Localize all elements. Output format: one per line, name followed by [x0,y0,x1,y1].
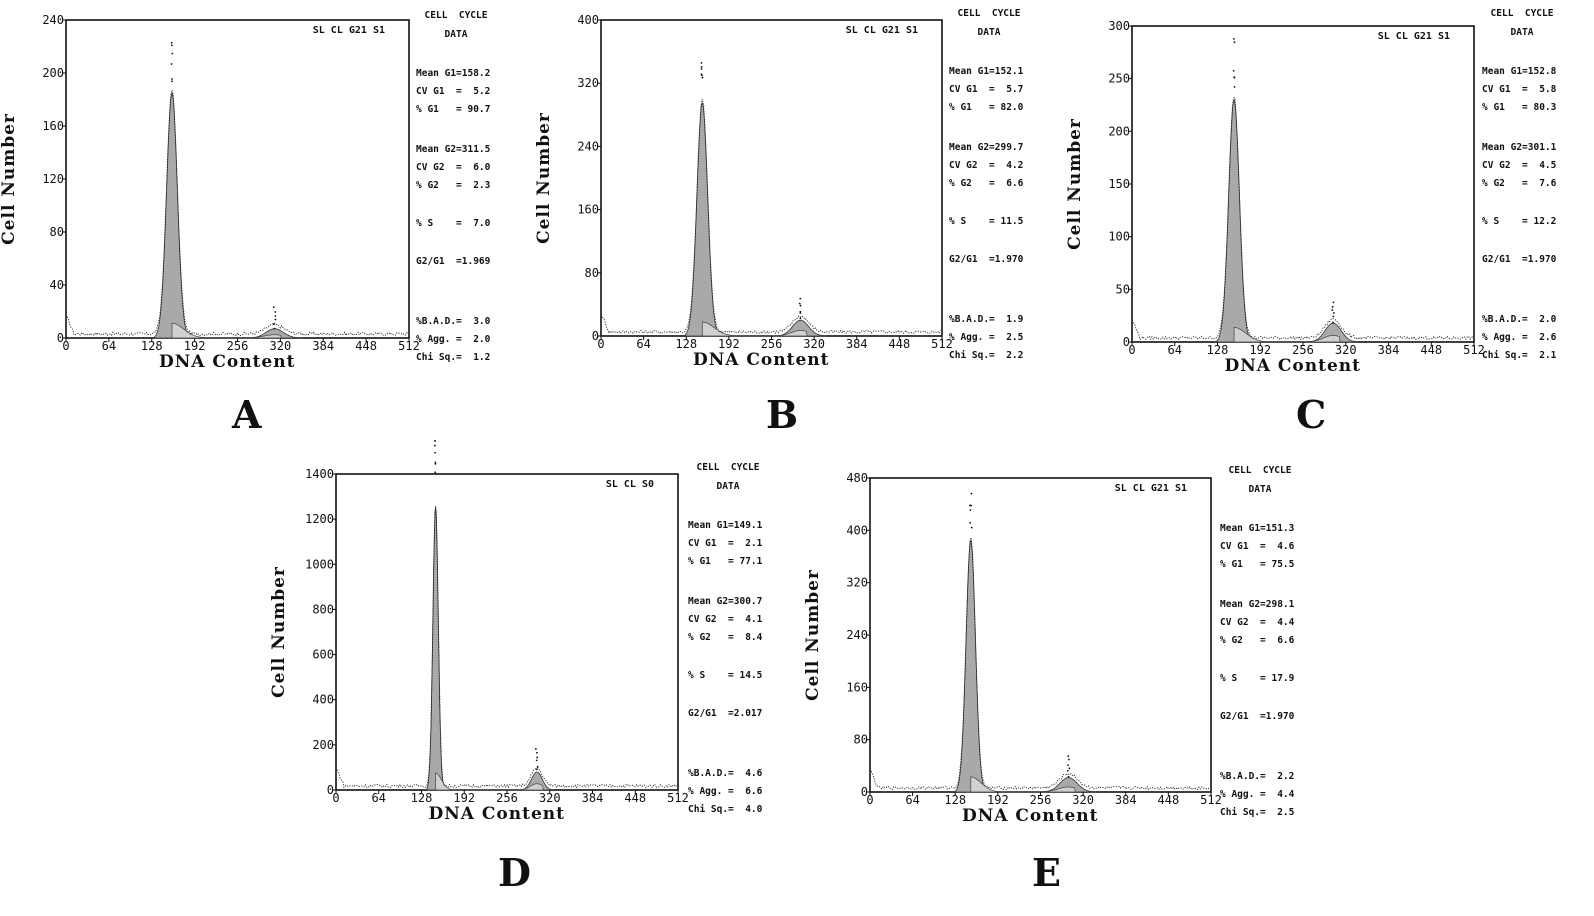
stat-line: % G2 = 6.6 [1220,635,1294,647]
scatter-dot [970,509,972,511]
histogram-trace [871,538,1209,790]
stat-line: % Agg. = 4.4 [1220,789,1294,801]
x-tick-label: 320 [1072,793,1094,807]
x-tick-label: 448 [1158,793,1180,807]
x-tick-label: 384 [1115,793,1137,807]
x-tick-label: 64 [905,793,919,807]
cell-cycle-stats: CELL CYCLE DATA Mean G1=151.3 CV G1 = 4.6 % … [1220,465,1310,825]
stat-line: CV G1 = 4.6 [1220,541,1294,553]
panel-letter: E [1032,850,1061,895]
stat-line: CV G2 = 4.4 [1220,617,1294,629]
x-axis-title: DNA Content [962,806,1099,826]
x-tick-label: 512 [1200,793,1222,807]
stat-line: Mean G1=151.3 [1220,523,1294,535]
x-tick-label: 128 [944,793,966,807]
plot-frame [870,478,1211,792]
stats-header: DATA [1220,484,1300,496]
x-tick-label: 192 [987,793,1009,807]
scatter-dot [1068,768,1070,770]
stat-line: % G1 = 75.5 [1220,559,1294,571]
scatter-dot [1068,776,1070,778]
stat-line: Chi Sq.= 2.5 [1220,807,1294,819]
y-tick-label: 480 [846,471,868,485]
y-tick-label: 240 [846,628,868,642]
x-tick-label: 256 [1030,793,1052,807]
scatter-dot [1067,755,1069,757]
stat-line: Mean G2=298.1 [1220,599,1294,611]
stat-line: G2/G1 =1.970 [1220,711,1294,723]
scatter-dot [1068,759,1070,761]
peak-g1 [956,541,986,792]
y-tick-label: 80 [854,733,868,747]
y-tick-label: 160 [846,680,868,694]
scatter-dot [969,522,971,524]
scatter-dot [969,505,971,507]
scatter-dot [971,527,973,529]
stat-line: % S = 17.9 [1220,673,1294,685]
y-tick-label: 400 [846,523,868,537]
scatter-dot [971,493,973,495]
scatter-dot [1067,764,1069,766]
y-axis-title: Cell Number [803,569,823,701]
y-tick-label: 320 [846,576,868,590]
stat-line: %B.A.D.= 2.2 [1220,771,1294,783]
y-tick-label: 0 [861,785,868,799]
sample-tag: SL CL G21 S1 [1115,483,1187,494]
stats-header: CELL CYCLE [1220,465,1300,477]
scatter-dot [1067,770,1069,772]
